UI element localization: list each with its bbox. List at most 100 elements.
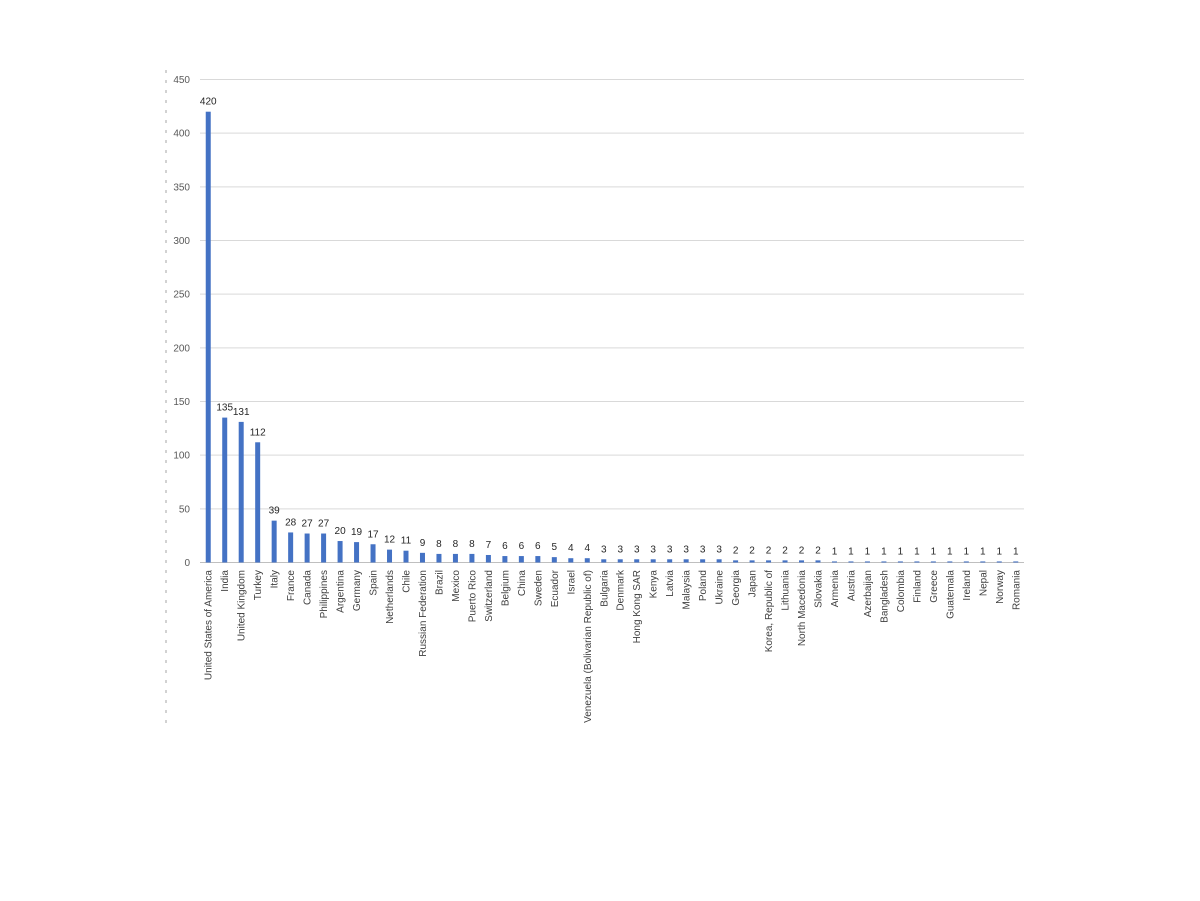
- x-tick-label: Poland: [698, 570, 709, 601]
- bar: [387, 549, 393, 563]
- x-tick-label: Venezuela (Bolivarian Republic of): [583, 570, 594, 723]
- bar: [584, 558, 590, 563]
- x-tick-label: Canada: [303, 570, 314, 605]
- bar: [980, 561, 986, 563]
- data-label: 5: [552, 542, 558, 553]
- bar: [683, 559, 689, 563]
- x-tick-label: Ukraine: [715, 570, 726, 605]
- x-axis-tick-labels: United States of America India United King…: [204, 569, 1023, 723]
- x-tick-label: Puerto Rico: [467, 570, 478, 623]
- data-label: 1: [980, 546, 986, 557]
- data-label: 9: [420, 538, 426, 549]
- y-tick-label: 450: [173, 75, 190, 86]
- bar: [238, 421, 244, 563]
- bar: [337, 541, 343, 563]
- bar: [469, 553, 475, 563]
- bar: [1013, 561, 1019, 563]
- data-label: 7: [486, 540, 492, 551]
- y-tick-label: 350: [173, 182, 190, 193]
- x-tick-label: United States of America: [204, 570, 215, 680]
- data-label: 1: [947, 546, 953, 557]
- y-tick-label: 300: [173, 236, 190, 247]
- data-label: 4: [568, 543, 574, 554]
- data-label: 131: [233, 407, 250, 418]
- bar: [288, 532, 294, 563]
- bar: [996, 561, 1002, 563]
- x-tick-label: Kenya: [649, 570, 660, 599]
- bar: [634, 559, 640, 563]
- x-tick-label: Greece: [929, 570, 940, 603]
- data-label: 39: [269, 506, 281, 517]
- bar: [782, 560, 788, 563]
- x-tick-label: Russian Federation: [418, 570, 429, 657]
- data-label: 1: [881, 546, 887, 557]
- data-label: 3: [617, 544, 623, 555]
- x-tick-label: Japan: [748, 570, 759, 597]
- x-tick-label: Korea, Republic of: [764, 570, 775, 652]
- data-label: 17: [367, 529, 379, 540]
- bar: [766, 560, 772, 563]
- data-label: 8: [469, 539, 475, 550]
- bar: [535, 556, 541, 563]
- data-label: 28: [285, 517, 297, 528]
- x-tick-label: Finland: [912, 570, 923, 603]
- bar: [716, 559, 722, 563]
- data-label: 12: [384, 535, 396, 546]
- x-tick-label: Philippines: [319, 570, 330, 618]
- x-tick-label: Armenia: [830, 570, 841, 608]
- x-tick-label: Hong Kong SAR: [632, 570, 643, 643]
- bar: [255, 442, 261, 563]
- bar: [551, 557, 557, 563]
- data-label: 3: [634, 544, 640, 555]
- x-tick-label: Nepal: [978, 570, 989, 596]
- bar: [667, 559, 673, 563]
- data-label: 2: [799, 545, 805, 556]
- x-tick-label: Bulgaria: [599, 570, 610, 607]
- y-tick-label: 0: [184, 558, 190, 569]
- x-tick-label: Austria: [846, 570, 857, 602]
- data-label: 1: [931, 546, 937, 557]
- y-tick-label: 250: [173, 290, 190, 301]
- bar: [700, 559, 706, 563]
- y-tick-label: 200: [173, 343, 190, 354]
- data-label: 112: [250, 427, 266, 438]
- x-tick-label: Italy: [270, 570, 281, 588]
- data-label: 420: [200, 97, 217, 108]
- data-label: 3: [601, 544, 607, 555]
- bar: [502, 556, 508, 563]
- x-tick-label: Romania: [1011, 570, 1022, 610]
- x-tick-label: Azerbaijan: [863, 570, 874, 617]
- bar: [733, 560, 739, 563]
- bar: [370, 544, 376, 563]
- x-tick-label: Ireland: [962, 570, 973, 601]
- data-label: 1: [898, 546, 904, 557]
- bar: [963, 561, 969, 563]
- bar: [518, 556, 524, 563]
- data-label: 1: [914, 546, 920, 557]
- x-tick-label: Argentina: [336, 570, 347, 613]
- bar: [304, 533, 310, 563]
- y-tick-label: 50: [179, 504, 191, 515]
- x-tick-label: Spain: [369, 570, 380, 596]
- x-tick-label: Colombia: [896, 570, 907, 613]
- x-tick-label: Germany: [352, 570, 363, 611]
- y-axis-tick-labels: 0 50 100 150 200 250 300 350 400 450: [173, 75, 190, 569]
- bar: [436, 553, 442, 563]
- data-label: 6: [535, 541, 541, 552]
- bar: [848, 561, 854, 563]
- bars: [205, 111, 1019, 563]
- bar: [403, 550, 409, 563]
- x-tick-label: Latvia: [665, 570, 676, 597]
- data-label: 2: [815, 545, 821, 556]
- x-tick-label: Brazil: [434, 570, 445, 595]
- x-tick-label: Georgia: [731, 570, 742, 606]
- data-label: 3: [716, 544, 722, 555]
- data-label: 3: [650, 544, 656, 555]
- data-label: 1: [832, 546, 838, 557]
- bar: [321, 533, 327, 563]
- bar: [568, 558, 574, 563]
- data-label: 1: [996, 546, 1002, 557]
- data-label: 135: [216, 403, 233, 414]
